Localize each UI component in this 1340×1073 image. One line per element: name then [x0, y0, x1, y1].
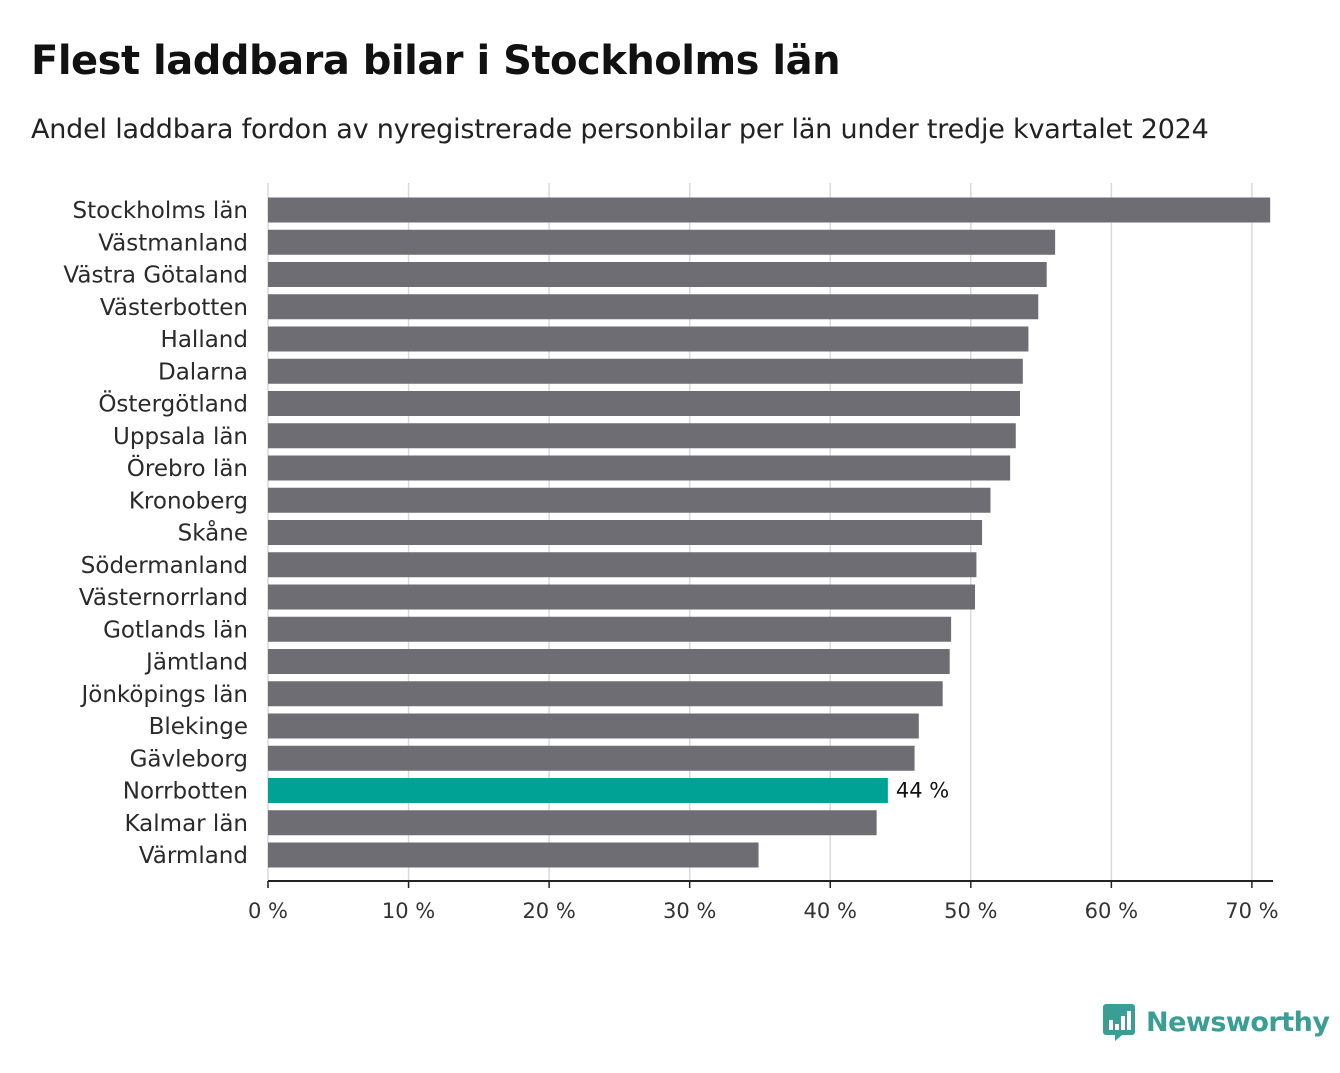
x-tick-label: 10 % — [382, 899, 435, 923]
bar — [268, 455, 1011, 481]
bar — [268, 262, 1047, 287]
data-labels: 44 % — [896, 779, 949, 803]
bar — [268, 487, 991, 513]
data-label: 44 % — [896, 779, 949, 803]
bar — [268, 326, 1029, 352]
category-label: Blekinge — [149, 714, 248, 740]
bar — [268, 197, 1271, 223]
bar — [268, 358, 1023, 384]
category-label: Stockholms län — [73, 198, 248, 224]
bar — [268, 616, 952, 642]
bar-chart: Stockholms län Västmanland Västra Götaland… — [63, 183, 1279, 923]
category-label: Dalarna — [158, 359, 248, 385]
x-tick-label: 30 % — [663, 899, 716, 923]
newsworthy-brand: Newsworthy — [1102, 1002, 1330, 1042]
x-tick-label: 70 % — [1225, 899, 1278, 923]
bar — [268, 745, 915, 771]
category-label: Kalmar län — [125, 811, 249, 837]
bar — [268, 649, 950, 674]
bar — [268, 423, 1016, 449]
bars — [268, 197, 1271, 868]
bar — [268, 229, 1056, 255]
bar — [268, 713, 919, 739]
chart-subtitle: Andel laddbara fordon av nyregistrerade … — [31, 114, 1209, 145]
x-tick-label: 50 % — [944, 899, 997, 923]
bar — [268, 842, 759, 868]
x-tick-label: 60 % — [1085, 899, 1138, 923]
category-label: Västernorrland — [79, 585, 248, 611]
category-label: Kronoberg — [129, 488, 248, 514]
newsworthy-logo-icon — [1103, 1004, 1135, 1041]
category-label: Södermanland — [81, 553, 248, 579]
bar — [268, 584, 976, 610]
category-label: Jämtland — [144, 650, 248, 676]
category-label: Gotlands län — [103, 617, 248, 643]
bar — [268, 520, 983, 545]
category-label: Östergötland — [98, 390, 248, 418]
category-label: Örebro län — [127, 454, 248, 482]
category-label: Jönköpings län — [79, 682, 248, 708]
chart-title: Flest laddbara bilar i Stockholms län — [31, 38, 841, 84]
bar — [268, 552, 977, 578]
brand-name: Newsworthy — [1146, 1006, 1330, 1038]
x-tick-label: 20 % — [522, 899, 575, 923]
bar — [268, 681, 943, 707]
category-label: Västerbotten — [100, 295, 248, 321]
category-label: Västmanland — [98, 230, 248, 256]
x-axis: 0 % 10 % 20 % 30 % 40 % 50 % 60 % 70 % — [248, 880, 1279, 923]
category-label: Halland — [161, 327, 248, 353]
bar — [268, 391, 1020, 416]
category-label: Värmland — [139, 843, 248, 869]
bar — [268, 294, 1039, 320]
bar-highlight — [268, 778, 888, 803]
category-labels: Stockholms län Västmanland Västra Götaland… — [63, 198, 248, 869]
category-label: Uppsala län — [113, 424, 248, 450]
x-tick-label: 0 % — [248, 899, 288, 923]
category-label: Norrbotten — [123, 779, 248, 805]
bar — [268, 810, 877, 836]
category-label: Gävleborg — [130, 746, 248, 772]
x-tick-label: 40 % — [804, 899, 857, 923]
category-label: Västra Götaland — [63, 263, 248, 289]
category-label: Skåne — [178, 519, 248, 547]
